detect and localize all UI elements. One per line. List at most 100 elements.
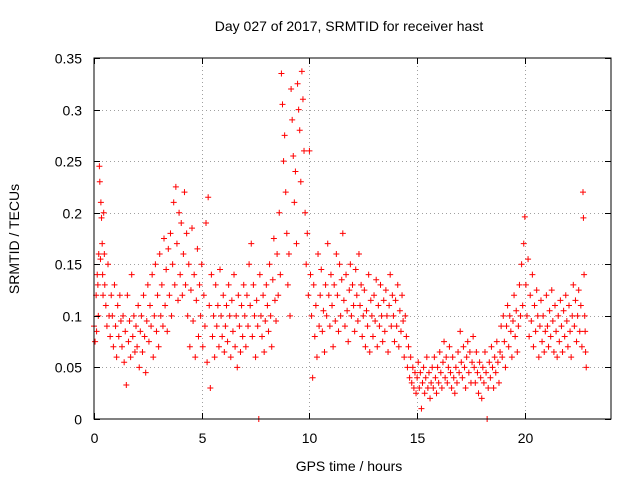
data-point [341, 323, 348, 330]
data-point [105, 261, 112, 268]
data-point [442, 374, 449, 381]
data-point [319, 328, 326, 335]
data-point [302, 209, 309, 216]
data-point [562, 292, 569, 299]
data-point [449, 354, 456, 361]
data-point [326, 323, 333, 330]
data-point [461, 364, 468, 371]
data-point [250, 281, 257, 288]
data-point [175, 297, 182, 304]
data-point [439, 359, 446, 366]
data-point [428, 379, 435, 386]
data-point [483, 369, 490, 376]
data-point [536, 323, 543, 330]
data-point [99, 271, 106, 278]
data-point [567, 328, 574, 335]
data-point [274, 250, 281, 257]
data-point [331, 281, 338, 288]
y-tick-label: 0.3 [63, 103, 83, 119]
data-point [205, 194, 212, 201]
data-point [572, 297, 579, 304]
data-point [500, 312, 507, 319]
data-point [279, 101, 286, 108]
data-point [555, 312, 562, 319]
data-point [531, 302, 538, 309]
data-point [292, 168, 299, 175]
data-point [263, 281, 270, 288]
data-point [385, 348, 392, 355]
data-point [209, 333, 216, 340]
data-point [348, 312, 355, 319]
data-point [103, 323, 110, 330]
data-point [424, 385, 431, 392]
data-point [489, 364, 496, 371]
data-point [441, 338, 448, 345]
y-axis-label: SRMTID / TECUs [6, 184, 22, 294]
data-point [425, 369, 432, 376]
y-tick-label: 0.35 [55, 51, 82, 67]
data-point [522, 281, 529, 288]
data-point [208, 271, 215, 278]
data-point [579, 189, 586, 196]
data-point [382, 287, 389, 294]
data-point [408, 379, 415, 386]
data-point [164, 328, 171, 335]
data-point [443, 354, 450, 361]
data-point [129, 333, 136, 340]
data-point [245, 323, 252, 330]
data-point [383, 312, 390, 319]
grid-layer [94, 58, 611, 419]
data-point [544, 323, 551, 330]
data-point [156, 250, 163, 257]
data-point [149, 271, 156, 278]
data-point [450, 374, 457, 381]
data-point [453, 379, 460, 386]
data-point [252, 354, 259, 361]
data-point [472, 379, 479, 386]
data-point [582, 348, 589, 355]
data-point [102, 302, 109, 309]
x-axis-label: GPS time / hours [296, 458, 403, 474]
data-point [264, 302, 271, 309]
data-point [298, 68, 305, 75]
data-point [545, 343, 552, 350]
plot-frame [93, 57, 612, 420]
data-point [203, 220, 210, 227]
data-point [432, 374, 439, 381]
data-point [518, 261, 525, 268]
data-point [159, 323, 166, 330]
data-point [221, 348, 228, 355]
data-point [215, 343, 222, 350]
data-point [269, 276, 276, 283]
data-point [367, 297, 374, 304]
data-point [321, 348, 328, 355]
data-point [222, 323, 229, 330]
data-point [283, 230, 290, 237]
data-point [458, 359, 465, 366]
data-point [363, 307, 370, 314]
data-point [526, 333, 533, 340]
data-point [317, 292, 324, 299]
data-point [185, 261, 192, 268]
data-point [97, 256, 104, 263]
data-point [306, 147, 313, 154]
data-point [368, 312, 375, 319]
data-point [369, 333, 376, 340]
data-point [301, 147, 308, 154]
data-point [476, 359, 483, 366]
data-point [108, 292, 115, 299]
data-point [248, 240, 255, 247]
data-point [360, 312, 367, 319]
data-point [220, 292, 227, 299]
data-point [124, 292, 131, 299]
data-point [573, 338, 580, 345]
data-point [134, 343, 141, 350]
data-point [487, 374, 494, 381]
data-point [410, 385, 417, 392]
data-points-layer [91, 68, 590, 422]
data-point [200, 292, 207, 299]
data-point [114, 302, 121, 309]
data-point [455, 348, 462, 355]
data-point [351, 328, 358, 335]
data-point [504, 302, 511, 309]
